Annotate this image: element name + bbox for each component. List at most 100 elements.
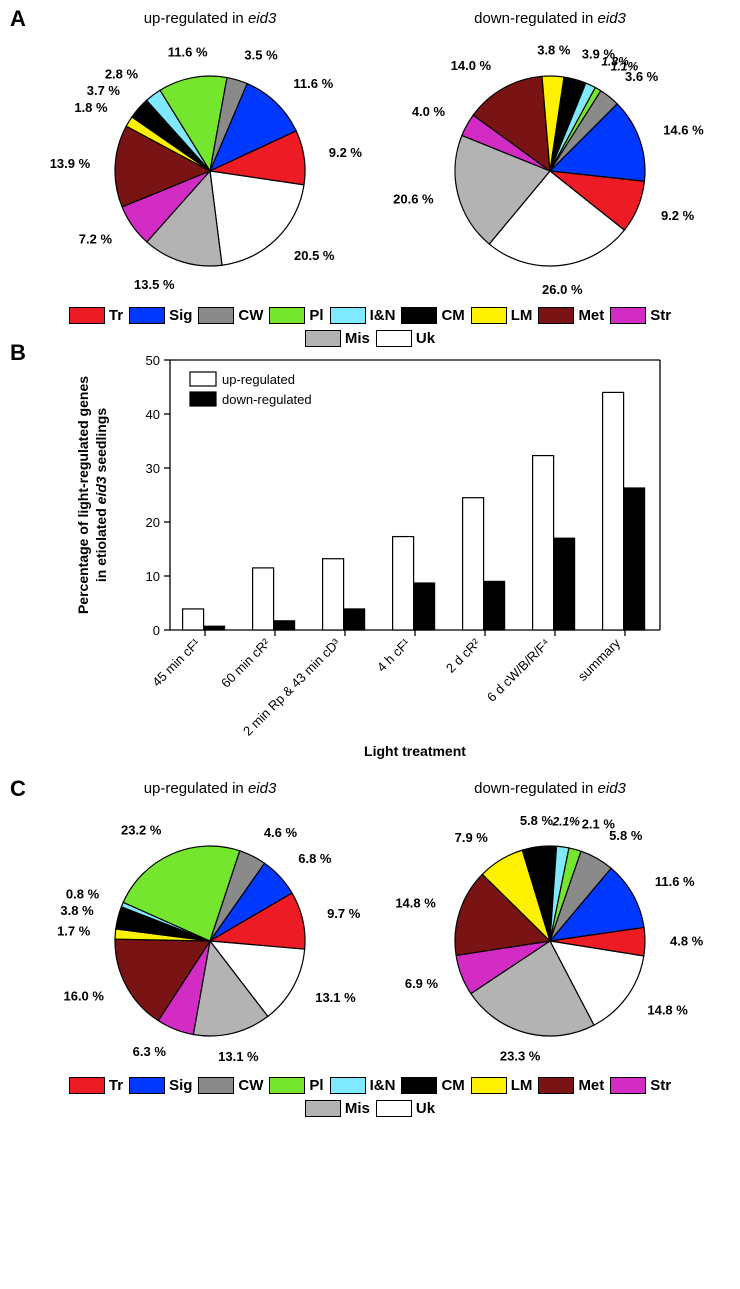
pie-label-Str: 4.0 % xyxy=(412,104,446,119)
panelC-pie-left-title: up-regulated in eid3 xyxy=(50,780,370,797)
pie-label-CW: 4.6 % xyxy=(264,825,298,840)
legend-label-Pl: Pl xyxy=(309,1077,323,1094)
legend-label-CW: CW xyxy=(238,1077,263,1094)
legend-item-Pl: Pl xyxy=(269,307,323,324)
panel-b-label: B xyxy=(10,340,26,366)
pie-label-CM: 5.8 % xyxy=(520,813,554,828)
legend-label-IN: I&N xyxy=(370,1077,396,1094)
svg-text:4 h cF¹: 4 h cF¹ xyxy=(374,635,414,675)
legend-swatch-CM xyxy=(401,1077,437,1094)
legend-swatch-Sig xyxy=(129,307,165,324)
panelC-pie-right: down-regulated in eid311.6 %4.8 %14.8 %2… xyxy=(390,780,710,1071)
legend-label-CM: CM xyxy=(441,1077,464,1094)
legend-label-Tr: Tr xyxy=(109,1077,123,1094)
pie-label-LM: 1.7 % xyxy=(57,924,91,939)
pie-label-Tr: 9.2 % xyxy=(661,208,695,223)
pie-label-CM: 3.8 % xyxy=(60,903,94,918)
legend-label-LM: LM xyxy=(511,1077,533,1094)
svg-text:down-regulated: down-regulated xyxy=(222,392,312,407)
svg-text:45 min cF¹: 45 min cF¹ xyxy=(149,635,203,689)
legend-item-Tr: Tr xyxy=(69,307,123,324)
pie-label-Mis: 23.3 % xyxy=(500,1049,541,1064)
legend-label-Tr: Tr xyxy=(109,307,123,324)
legend-swatch-LM xyxy=(471,307,507,324)
legend-label-CM: CM xyxy=(441,307,464,324)
panelA-pie-left: up-regulated in eid311.6 %9.2 %20.5 %13.… xyxy=(50,10,370,301)
pie-label-CM: 3.7 % xyxy=(87,83,121,98)
legend-swatch-up-regulated xyxy=(190,372,216,386)
legend-swatch-CM xyxy=(401,307,437,324)
legend-item-Sig: Sig xyxy=(129,1077,192,1094)
pie-label-LM: 7.9 % xyxy=(455,830,489,845)
panelA-pie-left-svg: 11.6 %9.2 %20.5 %13.5 %7.2 %13.9 %1.8 %3… xyxy=(50,31,370,301)
pie-label-Pl: 11.6 % xyxy=(168,45,208,60)
pie-label-Uk: 13.1 % xyxy=(315,990,356,1005)
svg-text:40: 40 xyxy=(146,407,160,422)
legend-item-Mis: Mis xyxy=(305,1100,370,1117)
pie-label-CW: 3.5 % xyxy=(244,47,278,62)
legend-swatch-down-regulated xyxy=(190,392,216,406)
pie-slice-Uk xyxy=(210,171,304,265)
pie-label-Uk: 14.8 % xyxy=(647,1003,688,1018)
legend-item-IN: I&N xyxy=(330,1077,396,1094)
legend-swatch-Pl xyxy=(269,1077,305,1094)
pie-label-Tr: 9.7 % xyxy=(327,906,361,921)
panelA-pie-right-svg: 14.6 %9.2 %26.0 %20.6 %4.0 %14.0 %3.8 %3… xyxy=(390,31,710,301)
legend-label-IN: I&N xyxy=(370,307,396,324)
bar-down-regulated-4 xyxy=(484,581,505,630)
bar-down-regulated-3 xyxy=(414,583,435,630)
bar-up-regulated-5 xyxy=(533,456,554,630)
panel-a-pies: up-regulated in eid311.6 %9.2 %20.5 %13.… xyxy=(0,0,740,301)
bar-down-regulated-0 xyxy=(204,626,225,630)
svg-text:up-regulated: up-regulated xyxy=(222,372,295,387)
pie-label-Mis: 13.1 % xyxy=(218,1049,259,1064)
svg-text:60 min cR²: 60 min cR² xyxy=(218,635,274,691)
pie-label-Tr: 9.2 % xyxy=(329,145,363,160)
svg-text:10: 10 xyxy=(146,569,160,584)
pie-label-IN: 2.8 % xyxy=(105,66,139,81)
legend-item-Met: Met xyxy=(538,307,604,324)
legend-swatch-Str xyxy=(610,1077,646,1094)
legend-item-Tr: Tr xyxy=(69,1077,123,1094)
legend-swatch-Mis xyxy=(305,1100,341,1117)
legend-item-CM: CM xyxy=(401,1077,464,1094)
legend-swatch-CW xyxy=(198,307,234,324)
legend-item-CW: CW xyxy=(198,1077,263,1094)
legend-item-Str: Str xyxy=(610,307,671,324)
legend-item-Pl: Pl xyxy=(269,1077,323,1094)
pie-label-Sig: 6.8 % xyxy=(298,851,332,866)
pie-label-Met: 16.0 % xyxy=(63,989,104,1004)
legend-swatch-Str xyxy=(610,307,646,324)
panelA-pie-right: down-regulated in eid314.6 %9.2 %26.0 %2… xyxy=(390,10,710,301)
legend-item-Uk: Uk xyxy=(376,1100,435,1117)
svg-text:50: 50 xyxy=(146,353,160,368)
bar-down-regulated-6 xyxy=(624,488,645,630)
panel-b: B 0102030405045 min cF¹60 min cR²2 min R… xyxy=(0,340,740,770)
panelC-pie-right-svg: 11.6 %4.8 %14.8 %23.3 %6.9 %14.8 %7.9 %5… xyxy=(390,801,710,1071)
legend-item-LM: LM xyxy=(471,1077,533,1094)
bar-up-regulated-2 xyxy=(323,559,344,630)
panel-c-pies: up-regulated in eid3 6.8 % 9.7 % 13.1 % 13.1… xyxy=(0,770,740,1071)
legend-item-LM: LM xyxy=(471,307,533,324)
pie-label-Mis: 20.6 % xyxy=(393,192,434,207)
legend-item-Str: Str xyxy=(610,1077,671,1094)
pie-label-Sig: 14.6 % xyxy=(663,123,704,138)
bar-up-regulated-1 xyxy=(253,568,274,630)
bar-up-regulated-3 xyxy=(393,537,414,630)
pie-label-CW: 5.8 % xyxy=(609,828,643,843)
bar-down-regulated-2 xyxy=(344,609,365,630)
legend-item-Sig: Sig xyxy=(129,307,192,324)
bar-down-regulated-1 xyxy=(274,621,295,630)
pie-label-Str: 6.3 % xyxy=(133,1044,167,1059)
panelC-pie-left-svg: 6.8 % 9.7 % 13.1 % 13.1 % 6.3 % 16.0 % 1.7 % 3.… xyxy=(50,801,370,1071)
legend-label-Met: Met xyxy=(578,307,604,324)
bar-up-regulated-6 xyxy=(603,392,624,630)
legend-label-Uk: Uk xyxy=(416,1100,435,1117)
pie-label-Met: 14.0 % xyxy=(451,58,492,73)
bar-chart: 0102030405045 min cF¹60 min cR²2 min Rp … xyxy=(60,340,680,770)
legend-label-Pl: Pl xyxy=(309,307,323,324)
panel-c: C up-regulated in eid36.8 %9.7 %13.1 %13… xyxy=(0,770,740,1120)
svg-text:6 d cW/B/R/F⁴: 6 d cW/B/R/F⁴ xyxy=(484,636,553,705)
panel-a: A up-regulated in eid311.6 %9.2 %20.5 %1… xyxy=(0,0,740,340)
pie-label-IN: 0.8 % xyxy=(66,886,100,901)
